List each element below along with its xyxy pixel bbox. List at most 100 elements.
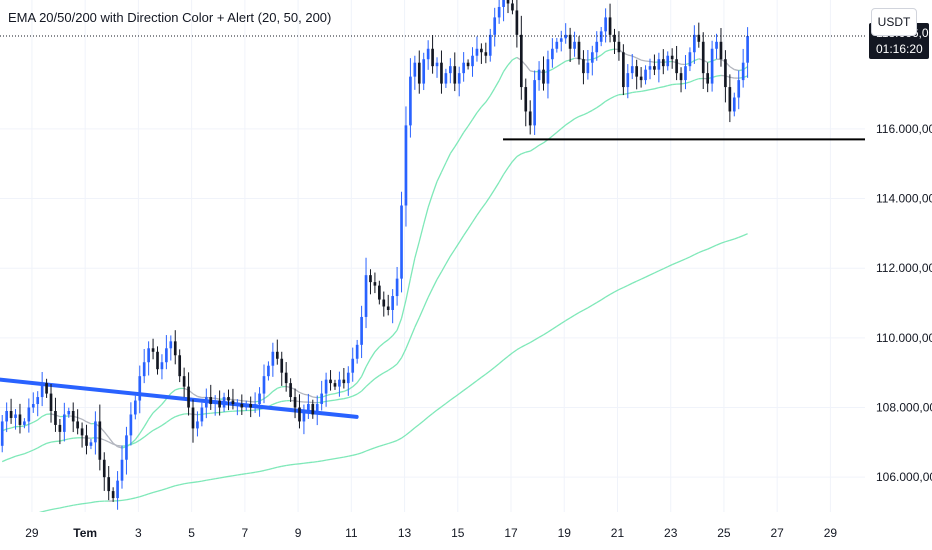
candle-body[interactable] bbox=[706, 73, 709, 84]
candle-body[interactable] bbox=[284, 372, 288, 384]
candle-body[interactable] bbox=[173, 341, 177, 356]
candle-body[interactable] bbox=[165, 348, 168, 363]
candle-body[interactable] bbox=[329, 379, 332, 384]
candle-body[interactable] bbox=[324, 379, 328, 394]
candle-body[interactable] bbox=[258, 393, 261, 405]
candle-body[interactable] bbox=[519, 34, 523, 88]
candle-body[interactable] bbox=[89, 442, 93, 446]
candle-body[interactable] bbox=[244, 404, 248, 408]
candle-body[interactable] bbox=[58, 424, 62, 432]
candle-body[interactable] bbox=[542, 69, 545, 84]
candle-body[interactable] bbox=[169, 341, 173, 349]
candle-body[interactable] bbox=[129, 414, 133, 436]
candle-body[interactable] bbox=[515, 10, 519, 35]
candle-body[interactable] bbox=[533, 80, 536, 126]
candle-body[interactable] bbox=[684, 66, 687, 81]
candle-body[interactable] bbox=[528, 111, 532, 126]
candle-body[interactable] bbox=[635, 66, 639, 77]
candle-body[interactable] bbox=[76, 421, 79, 429]
candle-body[interactable] bbox=[85, 435, 88, 446]
candle-body[interactable] bbox=[661, 59, 665, 67]
candle-body[interactable] bbox=[457, 73, 461, 84]
candle-body[interactable] bbox=[564, 34, 568, 39]
candle-body[interactable] bbox=[382, 299, 386, 307]
candle-body[interactable] bbox=[54, 410, 57, 425]
candle-body[interactable] bbox=[617, 41, 621, 53]
candle-body[interactable] bbox=[400, 205, 403, 279]
candle-body[interactable] bbox=[138, 376, 142, 401]
candle-body[interactable] bbox=[440, 62, 443, 84]
candle-body[interactable] bbox=[466, 62, 470, 67]
candle-body[interactable] bbox=[737, 80, 741, 98]
candle-body[interactable] bbox=[45, 383, 48, 394]
candle-body[interactable] bbox=[426, 48, 430, 60]
candle-body[interactable] bbox=[67, 410, 71, 415]
candle-body[interactable] bbox=[453, 66, 457, 84]
candle-body[interactable] bbox=[462, 62, 465, 74]
candle-body[interactable] bbox=[364, 275, 368, 317]
candle-body[interactable] bbox=[639, 76, 643, 81]
descending-trendline[interactable] bbox=[0, 377, 359, 419]
candle-body[interactable] bbox=[701, 41, 705, 74]
candle-body[interactable] bbox=[36, 397, 40, 405]
candle-body[interactable] bbox=[653, 66, 656, 70]
candle-body[interactable] bbox=[409, 76, 412, 126]
candle-body[interactable] bbox=[431, 48, 434, 67]
candle-body[interactable] bbox=[378, 285, 381, 300]
candle-body[interactable] bbox=[599, 31, 603, 42]
candle-body[interactable] bbox=[200, 407, 204, 422]
candle-body[interactable] bbox=[267, 365, 270, 377]
candle-body[interactable] bbox=[360, 316, 363, 345]
candle-body[interactable] bbox=[741, 62, 745, 81]
candle-body[interactable] bbox=[142, 362, 146, 377]
candle-body[interactable] bbox=[111, 491, 115, 499]
candle-body[interactable] bbox=[178, 355, 182, 377]
candle-body[interactable] bbox=[133, 400, 137, 415]
candle-body[interactable] bbox=[63, 414, 66, 432]
candle-body[interactable] bbox=[524, 87, 528, 112]
candle-body[interactable] bbox=[573, 41, 576, 49]
candle-body[interactable] bbox=[369, 275, 372, 283]
candle-body[interactable] bbox=[271, 351, 275, 366]
candle-body[interactable] bbox=[608, 17, 612, 35]
candle-body[interactable] bbox=[604, 17, 607, 32]
candle-body[interactable] bbox=[71, 410, 75, 422]
candle-body[interactable] bbox=[14, 414, 17, 418]
candle-body[interactable] bbox=[116, 480, 119, 499]
candle-body[interactable] bbox=[191, 407, 195, 429]
candle-body[interactable] bbox=[449, 66, 452, 74]
candle-body[interactable] bbox=[213, 400, 217, 405]
price-axis[interactable]: 106.000,00 108.000,00 110.000,00 112.000,00… bbox=[865, 0, 932, 550]
candles[interactable] bbox=[0, 0, 749, 510]
candle-body[interactable] bbox=[236, 404, 239, 406]
candle-body[interactable] bbox=[338, 379, 341, 387]
candle-body[interactable] bbox=[298, 407, 301, 422]
candle-body[interactable] bbox=[732, 97, 736, 112]
candle-body[interactable] bbox=[746, 36, 749, 63]
candle-body[interactable] bbox=[666, 55, 670, 67]
candle-body[interactable] bbox=[125, 435, 128, 460]
candle-body[interactable] bbox=[280, 358, 284, 373]
candle-body[interactable] bbox=[546, 59, 550, 84]
candle-body[interactable] bbox=[120, 459, 124, 481]
candle-body[interactable] bbox=[697, 34, 701, 42]
candle-body[interactable] bbox=[555, 41, 559, 49]
candle-body[interactable] bbox=[231, 400, 235, 405]
candle-body[interactable] bbox=[333, 383, 337, 387]
candle-body[interactable] bbox=[644, 69, 647, 81]
candle-body[interactable] bbox=[391, 296, 394, 310]
candle-body[interactable] bbox=[484, 52, 488, 56]
candle-body[interactable] bbox=[724, 59, 727, 88]
candle-body[interactable] bbox=[622, 52, 625, 88]
candle-body[interactable] bbox=[595, 41, 599, 53]
candle-body[interactable] bbox=[679, 73, 683, 81]
candle-body[interactable] bbox=[240, 404, 244, 408]
candle-body[interactable] bbox=[27, 407, 31, 422]
candle-body[interactable] bbox=[568, 34, 572, 49]
candle-body[interactable] bbox=[320, 393, 323, 405]
candle-body[interactable] bbox=[413, 62, 417, 77]
candle-body[interactable] bbox=[511, 3, 514, 11]
candle-body[interactable] bbox=[9, 410, 13, 418]
candle-body[interactable] bbox=[5, 410, 8, 422]
candle-body[interactable] bbox=[497, 6, 501, 18]
